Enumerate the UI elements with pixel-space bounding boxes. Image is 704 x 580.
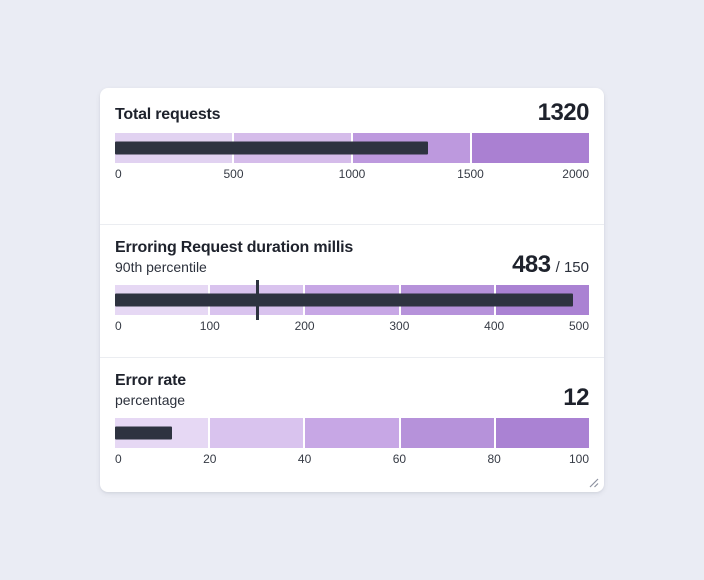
measure-bar bbox=[115, 141, 428, 155]
axis-tick: 0 bbox=[115, 167, 122, 181]
axis-ticks: 0 100 200 300 400 500 bbox=[115, 318, 589, 334]
axis-tick: 500 bbox=[223, 167, 244, 181]
measure-bar bbox=[115, 293, 573, 307]
panel-title: Total requests bbox=[115, 106, 221, 123]
bullet-chart: 0 500 1000 1500 2000 bbox=[115, 133, 589, 182]
bullet-chart: 0 100 200 300 400 500 bbox=[115, 280, 590, 334]
metric-value: 12 bbox=[563, 384, 589, 411]
metric-panel-total-requests: Total requests 1320 0 500 1000 1500 2000 bbox=[100, 88, 604, 224]
bands-track bbox=[115, 418, 590, 448]
axis-tick: 400 bbox=[484, 319, 505, 333]
axis-tick: 80 bbox=[487, 452, 501, 466]
panel-subtitle: percentage bbox=[115, 392, 186, 408]
axis-tick: 100 bbox=[568, 452, 589, 466]
axis-tick: 2000 bbox=[562, 167, 589, 181]
metric-target: / 150 bbox=[555, 259, 589, 276]
bullet-track bbox=[115, 133, 589, 163]
axis-ticks: 0 500 1000 1500 2000 bbox=[115, 166, 589, 182]
panel-header: Total requests 1320 bbox=[115, 99, 590, 126]
measure-bar bbox=[115, 426, 172, 440]
panel-title: Erroring Request duration millis bbox=[115, 239, 354, 256]
axis-tick: 500 bbox=[568, 319, 589, 333]
axis-ticks: 0 20 40 60 80 100 bbox=[115, 451, 589, 467]
axis-tick: 20 bbox=[203, 452, 217, 466]
panel-header: Erroring Request duration millis 90th pe… bbox=[115, 237, 589, 277]
axis-tick: 300 bbox=[389, 319, 410, 333]
axis-tick: 0 bbox=[115, 319, 122, 333]
axis-tick: 0 bbox=[115, 452, 122, 466]
axis-tick: 100 bbox=[199, 319, 220, 333]
panel-title: Error rate bbox=[115, 372, 186, 389]
range-band bbox=[400, 418, 494, 448]
axis-tick: 200 bbox=[294, 319, 315, 333]
axis-tick: 40 bbox=[297, 452, 312, 466]
metric-panel-error-rate: Error rate percentage 12 0 20 40 60 80 100 bbox=[100, 357, 604, 492]
range-band bbox=[210, 418, 304, 448]
axis-tick: 60 bbox=[392, 452, 407, 466]
range-band bbox=[495, 418, 590, 448]
bullet-track bbox=[115, 418, 590, 448]
axis-tick: 1500 bbox=[457, 167, 484, 181]
panel-header: Error rate percentage 12 bbox=[115, 370, 589, 410]
bullet-track bbox=[115, 280, 590, 320]
range-band bbox=[305, 418, 399, 448]
bullet-chart: 0 20 40 60 80 100 bbox=[115, 418, 590, 467]
panel-subtitle: 90th percentile bbox=[115, 259, 207, 275]
metric-value: 1320 bbox=[537, 99, 590, 126]
range-band bbox=[472, 133, 589, 163]
metric-value: 483 bbox=[512, 251, 551, 278]
resize-handle-icon[interactable] bbox=[587, 475, 599, 488]
metric-panel-erroring-request-duration: Erroring Request duration millis 90th pe… bbox=[100, 224, 604, 357]
axis-tick: 1000 bbox=[338, 167, 366, 181]
target-marker bbox=[256, 280, 260, 320]
metrics-card: Total requests 1320 0 500 1000 1500 2000 Err… bbox=[100, 88, 604, 492]
